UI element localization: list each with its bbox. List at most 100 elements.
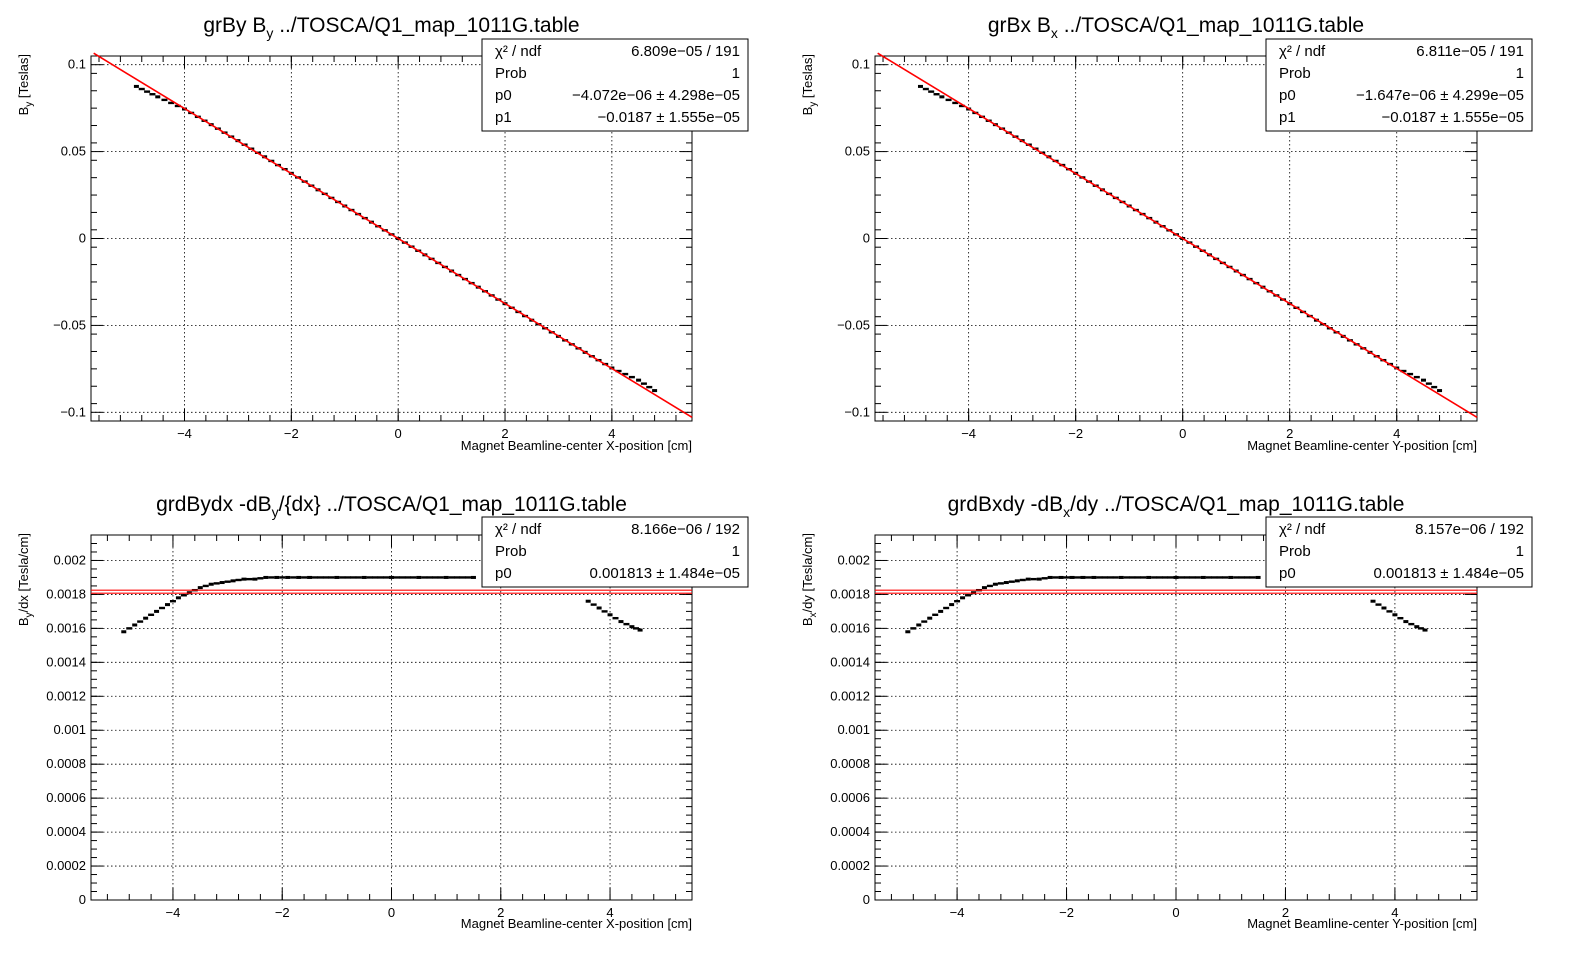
data-point bbox=[917, 84, 923, 88]
data-point bbox=[1189, 576, 1196, 579]
data-point bbox=[954, 600, 961, 603]
data-point bbox=[938, 609, 944, 613]
data-point bbox=[1069, 575, 1075, 579]
x-tick-label: 0 bbox=[395, 426, 402, 441]
data-point bbox=[1123, 576, 1130, 579]
chart-panel-3: 0.002 0.0018 0.0016 0.0014 0.0012 0.001 0.0008… bbox=[16, 493, 749, 931]
data-point bbox=[1211, 576, 1218, 579]
data-point bbox=[155, 95, 161, 99]
stats-label: χ² / ndf bbox=[1279, 43, 1326, 60]
x-tick-label: 2 bbox=[1286, 426, 1293, 441]
data-point bbox=[945, 98, 952, 102]
stats-label: p0 bbox=[1279, 565, 1296, 582]
y-tick-label: 0.0004 bbox=[830, 824, 870, 839]
data-point bbox=[459, 576, 466, 579]
y-tick-label: 0.05 bbox=[845, 144, 870, 159]
stats-box-frame bbox=[481, 38, 749, 132]
y-tick-label: 0.0002 bbox=[46, 858, 86, 873]
data-point bbox=[939, 95, 945, 99]
data-point bbox=[965, 594, 972, 597]
x-tick-label: 0 bbox=[1179, 426, 1186, 441]
data-point bbox=[312, 576, 319, 579]
data-point bbox=[1407, 372, 1414, 376]
x-tick-label: −2 bbox=[284, 426, 299, 441]
data-point bbox=[274, 575, 280, 579]
y-tick-label: 0.0014 bbox=[46, 654, 86, 669]
data-point bbox=[1400, 369, 1407, 373]
data-point bbox=[949, 603, 955, 607]
data-point bbox=[1233, 576, 1240, 579]
data-point bbox=[927, 616, 933, 620]
fit-stats-box: χ² / ndf 6.809e−05 / 191 Prob 1 p0 −4.072e−06… bbox=[481, 38, 749, 132]
data-point bbox=[470, 575, 476, 579]
y-tick-label: −0.1 bbox=[844, 404, 870, 419]
stats-label: χ² / ndf bbox=[1279, 521, 1326, 538]
data-point bbox=[958, 104, 965, 108]
x-axis-label: Magnet Beamline-center Y-position [cm] bbox=[1247, 916, 1477, 931]
data-point bbox=[1085, 576, 1092, 579]
data-point bbox=[154, 609, 160, 613]
fit-stats-box: χ² / ndf 8.166e−06 / 192 Prob 1 p0 0.001813 ±… bbox=[481, 516, 749, 588]
data-point bbox=[454, 576, 461, 579]
stats-value: −0.0187 ± 1.555e−05 bbox=[1381, 109, 1524, 126]
data-point bbox=[175, 596, 181, 600]
data-point bbox=[1228, 575, 1234, 579]
data-point bbox=[1140, 576, 1147, 579]
data-point bbox=[121, 630, 127, 634]
y-tick-label: 0.1 bbox=[852, 57, 870, 72]
stats-box-frame bbox=[481, 516, 749, 588]
y-tick-label: 0.0016 bbox=[46, 620, 86, 635]
data-point bbox=[389, 575, 394, 579]
data-point bbox=[1118, 575, 1124, 579]
stats-label: χ² / ndf bbox=[495, 521, 542, 538]
data-point bbox=[416, 575, 422, 579]
data-point bbox=[443, 575, 449, 579]
data-point bbox=[1052, 576, 1059, 579]
y-tick-label: −0.1 bbox=[60, 404, 86, 419]
stats-value: 6.811e−05 / 191 bbox=[1416, 43, 1524, 60]
data-point bbox=[148, 613, 155, 616]
x-axis-label: Magnet Beamline-center Y-position [cm] bbox=[1247, 438, 1477, 453]
data-point bbox=[138, 87, 145, 91]
data-point bbox=[202, 584, 209, 588]
data-point bbox=[1003, 581, 1009, 585]
data-point bbox=[1414, 625, 1420, 629]
data-point bbox=[1222, 576, 1229, 579]
data-point bbox=[1014, 579, 1020, 583]
data-point bbox=[257, 577, 264, 580]
data-point bbox=[1397, 616, 1404, 620]
stats-label: χ² / ndf bbox=[495, 43, 542, 60]
data-point bbox=[149, 93, 156, 96]
data-point bbox=[410, 576, 417, 579]
data-point bbox=[1249, 576, 1256, 579]
data-point bbox=[905, 630, 911, 634]
data-point bbox=[126, 627, 133, 630]
y-tick-label: −0.05 bbox=[837, 317, 870, 332]
data-point bbox=[1255, 575, 1261, 579]
stats-label: p0 bbox=[1279, 87, 1296, 104]
data-point bbox=[1178, 576, 1185, 579]
data-point bbox=[219, 581, 225, 585]
data-point bbox=[928, 90, 935, 93]
x-tick-label: −2 bbox=[275, 905, 290, 920]
data-point bbox=[144, 90, 151, 93]
data-point bbox=[1375, 603, 1382, 606]
x-tick-label: −2 bbox=[1068, 426, 1083, 441]
x-tick-label: 4 bbox=[1391, 905, 1398, 920]
y-tick-label: 0.1 bbox=[68, 57, 86, 72]
data-point bbox=[1173, 575, 1179, 579]
stats-label: Prob bbox=[495, 543, 527, 560]
data-point bbox=[992, 582, 998, 586]
x-tick-label: −4 bbox=[961, 426, 976, 441]
y-tick-label: 0.002 bbox=[53, 552, 86, 567]
data-point bbox=[1392, 613, 1398, 617]
data-point bbox=[933, 93, 940, 96]
x-tick-label: 2 bbox=[497, 905, 504, 920]
y-tick-label: 0.001 bbox=[53, 722, 86, 737]
y-tick-label: 0.0018 bbox=[830, 586, 870, 601]
data-point bbox=[132, 623, 138, 627]
y-tick-label: 0.0012 bbox=[46, 688, 86, 703]
stats-value: −4.072e−06 ± 4.298e−05 bbox=[572, 87, 740, 104]
data-point bbox=[1194, 576, 1201, 579]
